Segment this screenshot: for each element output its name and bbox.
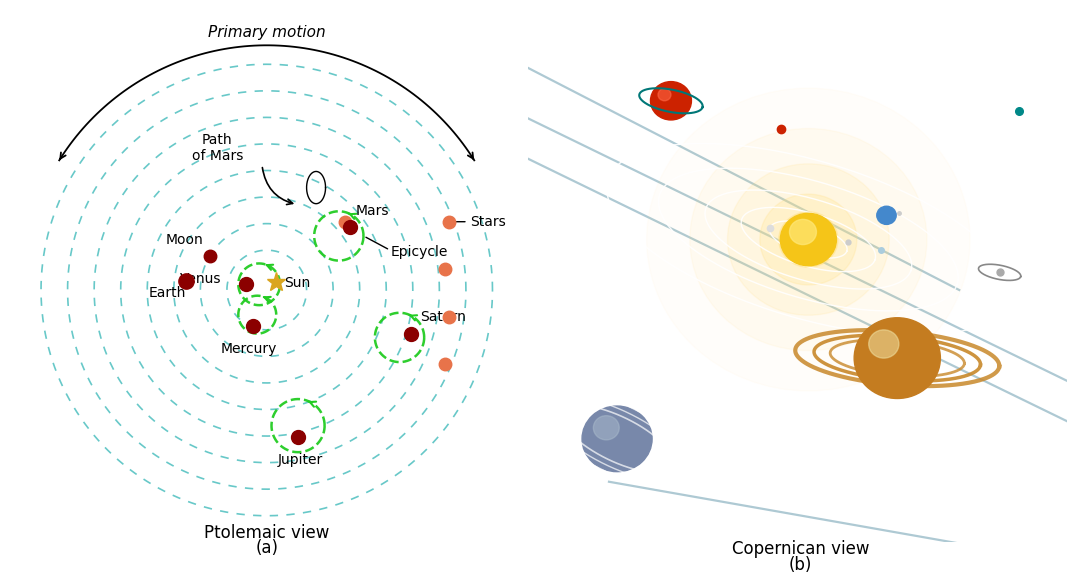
Circle shape	[728, 164, 889, 315]
Circle shape	[779, 212, 838, 267]
Circle shape	[593, 416, 619, 440]
Text: Saturn: Saturn	[420, 310, 466, 324]
Text: Venus: Venus	[179, 271, 221, 285]
Text: Epicycle: Epicycle	[391, 245, 448, 259]
Text: Mars: Mars	[356, 204, 389, 218]
Circle shape	[760, 194, 857, 285]
Circle shape	[790, 219, 816, 245]
Circle shape	[869, 330, 898, 358]
Text: Stars: Stars	[469, 215, 506, 229]
Circle shape	[651, 82, 691, 120]
Text: (b): (b)	[789, 556, 812, 574]
Text: Moon: Moon	[165, 233, 203, 247]
Text: Sun: Sun	[284, 276, 310, 291]
Text: Earth: Earth	[148, 286, 186, 300]
Circle shape	[780, 213, 837, 266]
Circle shape	[658, 89, 671, 101]
Text: Mercury: Mercury	[221, 342, 277, 356]
Text: (a): (a)	[255, 539, 278, 557]
Circle shape	[877, 206, 896, 224]
Text: Jupiter: Jupiter	[277, 453, 322, 467]
Text: Path
of Mars: Path of Mars	[192, 133, 243, 163]
Circle shape	[583, 406, 652, 472]
Circle shape	[855, 318, 940, 398]
Text: Primary motion: Primary motion	[208, 24, 325, 39]
Text: Ptolemaic view: Ptolemaic view	[204, 524, 330, 542]
Text: Copernican view: Copernican view	[732, 540, 869, 558]
Circle shape	[689, 129, 927, 350]
